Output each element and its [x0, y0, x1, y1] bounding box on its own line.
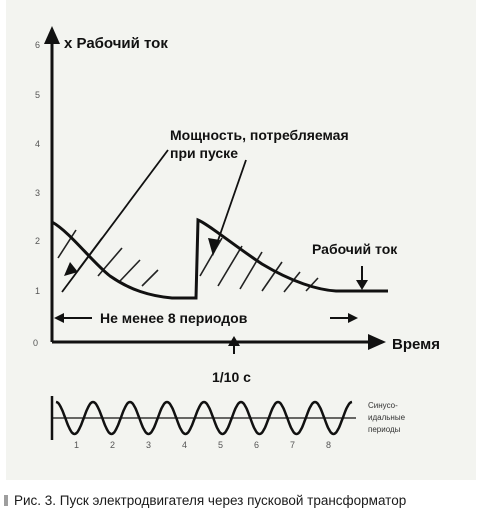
- sine-label-line3: периоды: [368, 425, 401, 434]
- y-axis-label: x Рабочий ток: [64, 35, 168, 52]
- power-leader-right: [213, 159, 247, 253]
- sine-wave: [55, 400, 353, 436]
- periods-label: Не менее 8 периодов: [100, 310, 248, 326]
- figure-background: [6, 0, 476, 480]
- caption-marker: [4, 494, 8, 506]
- power-leader-left-arrow: [64, 262, 78, 276]
- current-curve: [51, 217, 388, 300]
- x-axis-label: Время: [392, 336, 440, 353]
- y-tick-label: 4: [35, 139, 40, 149]
- power-leader-right-arrow: [208, 238, 220, 256]
- y-tick-label: 1: [35, 286, 40, 296]
- sine-period-number: 7: [290, 440, 295, 450]
- x-axis-arrow: [368, 334, 386, 350]
- caption-text: Рис. 3. Пуск электродвигателя через пуск…: [14, 492, 407, 508]
- y-tick-label: 5: [35, 90, 40, 100]
- sine-period-number: 2: [110, 440, 115, 450]
- hatched-area-second: [199, 237, 319, 293]
- sine-period-number: 5: [218, 440, 223, 450]
- y-axis-arrow: [44, 26, 60, 44]
- periods-arrow-left: [54, 313, 64, 323]
- sine-period-number: 6: [254, 440, 259, 450]
- power-label-line2: при пуске: [170, 145, 238, 161]
- time-mark-arrow: [228, 336, 240, 346]
- working-current-label: Рабочий ток: [312, 241, 398, 257]
- working-current-pointer-arrow: [356, 280, 368, 290]
- time-mark-label: 1/10 с: [212, 369, 251, 385]
- sine-period-number: 4: [182, 440, 187, 450]
- sine-period-number: 8: [326, 440, 331, 450]
- sine-label-line2: идальные: [368, 413, 406, 422]
- diagram: 0 1 2 3 4 5 6 x Рабочий ток Время Мощнос…: [33, 26, 440, 450]
- y-tick-label: 2: [35, 236, 40, 246]
- y-tick-label: 0: [33, 338, 38, 348]
- sine-period-number: 3: [146, 440, 151, 450]
- power-leader-left: [61, 149, 169, 293]
- periods-arrow-right: [348, 313, 358, 323]
- y-tick-label: 6: [35, 40, 40, 50]
- power-label-line1: Мощность, потребляемая: [170, 127, 349, 143]
- figure-caption: Рис. 3. Пуск электродвигателя через пуск…: [0, 490, 483, 510]
- y-tick-label: 3: [35, 188, 40, 198]
- sine-period-number: 1: [74, 440, 79, 450]
- sine-label-line1: Синусо-: [368, 401, 398, 410]
